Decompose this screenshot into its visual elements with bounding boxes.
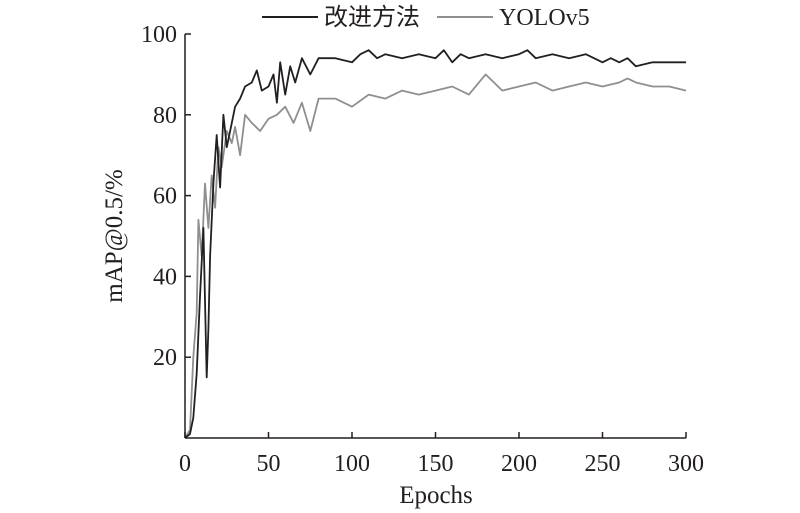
- x-axis-title: Epochs: [399, 482, 473, 509]
- series-line-improved: [184, 49, 686, 439]
- legend-label-improved: 改进方法: [324, 4, 420, 31]
- x-tick-label: 0: [179, 451, 191, 477]
- x-tick-label: 250: [585, 451, 621, 477]
- y-tick-label: 20: [153, 345, 177, 371]
- y-tick-label: 80: [153, 103, 177, 129]
- plot-area: 0 50 100 150 200 250 300 20 40 60 80 100: [141, 22, 704, 477]
- x-tick-label: 150: [418, 451, 454, 477]
- y-tick-label: 40: [153, 264, 177, 290]
- series-layer: [184, 49, 687, 439]
- legend: 改进方法 YOLOv5: [262, 4, 590, 31]
- x-tick-label: 200: [501, 451, 537, 477]
- legend-label-yolov5: YOLOv5: [499, 5, 590, 31]
- ticks-layer: 0 50 100 150 200 250 300 20 40 60 80 100: [141, 22, 704, 477]
- x-tick-label: 50: [257, 451, 281, 477]
- x-tick-label: 300: [668, 451, 704, 477]
- x-tick-label: 100: [334, 451, 370, 477]
- y-tick-label: 60: [153, 184, 177, 210]
- series-line-yolov5: [184, 73, 687, 439]
- y-tick-label: 100: [141, 22, 177, 48]
- y-axis-title: mAP@0.5/%: [101, 169, 128, 302]
